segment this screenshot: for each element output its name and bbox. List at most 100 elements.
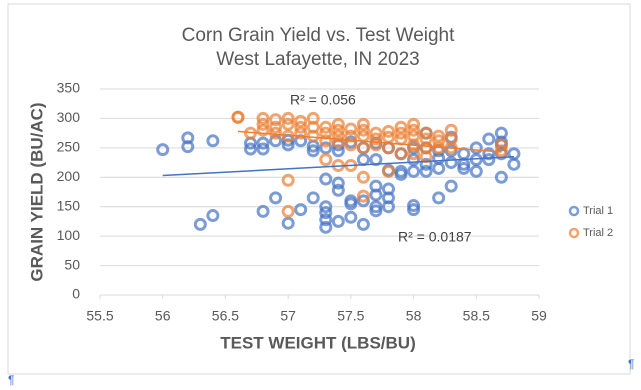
point [482,153,496,167]
point [331,135,345,149]
point [281,111,295,125]
point [319,141,333,155]
point [432,191,446,205]
point [419,164,433,178]
point [294,120,308,134]
paragraph-mark: ¶ [628,357,634,371]
point [331,214,345,228]
point [494,170,508,184]
y-tick-label: 50 [64,256,80,272]
point [319,153,333,167]
point [193,217,207,231]
point [369,132,383,146]
y-tick-label: 350 [57,80,81,96]
trendline [162,155,514,177]
point [331,123,345,137]
point [394,126,408,140]
point [419,157,433,171]
point [331,117,345,131]
point [281,216,295,230]
y-tick-label: 300 [57,109,81,125]
y-tick-label: 200 [57,168,81,184]
legend-marker [568,227,580,239]
point [319,213,333,227]
point [407,117,421,131]
point [494,138,508,152]
point [356,189,370,203]
point [281,204,295,218]
x-tick-label: 56.5 [212,308,239,324]
point [507,157,521,171]
point [281,173,295,187]
y-tick-label: 250 [57,139,81,155]
point [281,117,295,131]
point [156,143,170,157]
chart-frame [7,3,631,375]
x-axis-title: TEST WEIGHT (LBS/BU) [220,333,415,352]
x-tick-label: 58 [406,308,422,324]
point [306,191,320,205]
point [356,117,370,131]
x-tick-label: 56 [155,308,171,324]
point [469,164,483,178]
point [432,134,446,148]
legend-label: Trial 1 [583,205,613,217]
chart-title: Corn Grain Yield vs. Test Weight [182,25,456,46]
point [356,141,370,155]
point [231,110,245,124]
point [319,206,333,220]
point [206,134,220,148]
point [344,197,358,211]
point [206,209,220,223]
point [269,191,283,205]
point [181,140,195,154]
x-tick-label: 59 [531,308,547,324]
point [394,147,408,161]
y-tick-label: 0 [72,286,80,302]
x-tick-label: 57.5 [337,308,364,324]
point [331,176,345,190]
point [381,200,395,214]
point [331,129,345,143]
point [356,217,370,231]
r-squared-label: R² = 0.056 [290,92,356,108]
point [469,141,483,155]
point [256,136,270,150]
point [269,134,283,148]
point [269,120,283,134]
legend-label: Trial 2 [583,227,613,239]
point [256,123,270,137]
point [319,220,333,234]
paragraph-mark: ¶ [8,373,14,387]
point [269,126,283,140]
point [294,126,308,140]
point [356,170,370,184]
point [432,129,446,143]
y-tick-label: 100 [57,227,81,243]
point [419,126,433,140]
point [319,172,333,186]
point [294,203,308,217]
point [356,194,370,208]
y-tick-label: 150 [57,197,81,213]
point [394,167,408,181]
point [381,164,395,178]
point [306,129,320,143]
x-tick-label: 55.5 [86,308,113,324]
trendline [237,130,502,153]
point [319,120,333,134]
point [457,161,471,175]
point [407,147,421,161]
point [256,204,270,218]
point [381,124,395,138]
point [407,123,421,137]
x-tick-label: 58.5 [463,308,490,324]
legend-marker [568,205,580,217]
point [369,188,383,202]
point [369,138,383,152]
y-axis-title: GRAIN YIELD (BU/AC) [27,102,46,281]
point [444,179,458,193]
point [269,113,283,127]
point [306,144,320,158]
